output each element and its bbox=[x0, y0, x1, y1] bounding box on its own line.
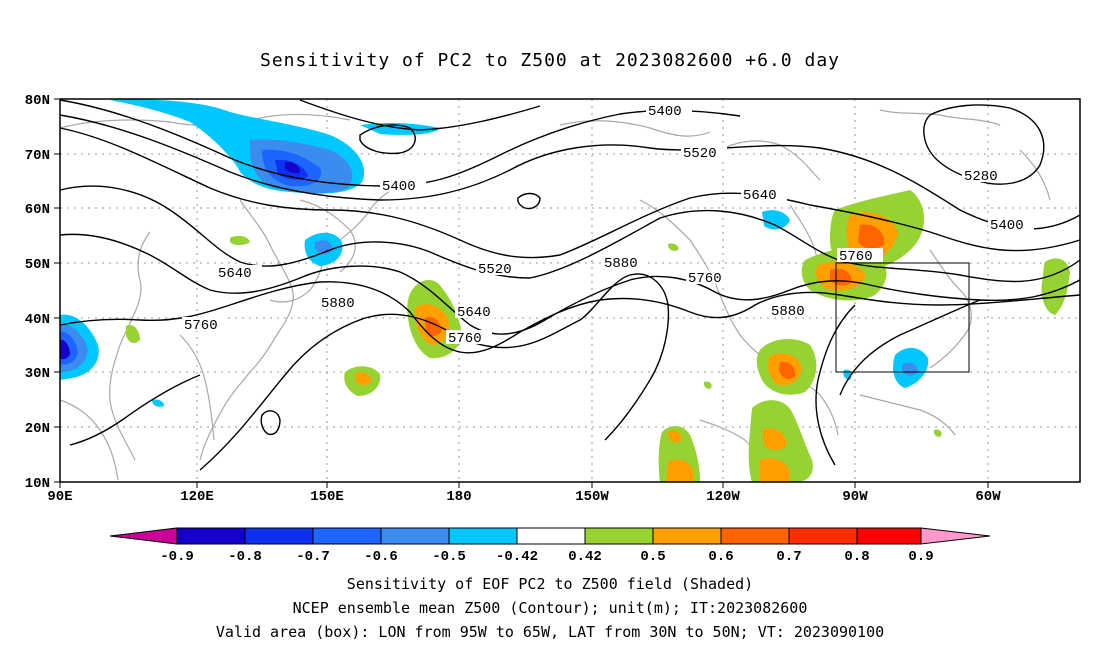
contour-label: 5760 bbox=[184, 318, 218, 334]
lon-label: 120W bbox=[706, 489, 740, 505]
contour-label: 5400 bbox=[382, 179, 416, 195]
contour-label: 5280 bbox=[964, 169, 998, 185]
colorbar-label: -0.7 bbox=[296, 549, 330, 565]
colorbar-label: 0.5 bbox=[640, 549, 665, 565]
contour-label: 5880 bbox=[771, 304, 805, 320]
contour-labels: 5400 5520 5640 5400 5520 5880 5640 5760 … bbox=[182, 103, 1034, 347]
contour-label: 5520 bbox=[683, 146, 717, 162]
colorbar-label: -0.42 bbox=[496, 549, 538, 565]
colorbar-label: 0.42 bbox=[568, 549, 602, 565]
axis-ticks bbox=[54, 98, 989, 488]
lon-label: 150W bbox=[575, 489, 609, 505]
lon-label: 90W bbox=[842, 489, 868, 505]
colorbar-label: 0.8 bbox=[844, 549, 869, 565]
contour-label: 5400 bbox=[648, 104, 682, 120]
lon-label: 180 bbox=[446, 489, 471, 505]
longitude-labels: 90E 120E 150E 180 150W 120W 90W 60W bbox=[47, 489, 1001, 505]
contour-label: 5640 bbox=[218, 266, 252, 282]
lat-label: 70N bbox=[25, 148, 50, 164]
colorbar-right-arrow bbox=[920, 527, 991, 545]
colorbar bbox=[109, 527, 991, 545]
lat-label: 50N bbox=[25, 257, 50, 273]
colorbar-labels: -0.9 -0.8 -0.7 -0.6 -0.5 -0.42 0.42 0.5 … bbox=[160, 549, 933, 565]
colorbar-label: -0.5 bbox=[432, 549, 466, 565]
colorbar-label: 0.7 bbox=[776, 549, 801, 565]
contour-label: 5640 bbox=[457, 305, 491, 321]
colorbar-label: -0.9 bbox=[160, 549, 194, 565]
coastlines bbox=[59, 109, 1051, 481]
map-title: Sensitivity of PC2 to Z500 at 2023082600… bbox=[259, 50, 840, 71]
contour-label: 5520 bbox=[478, 262, 512, 278]
lat-label: 10N bbox=[25, 476, 50, 492]
lat-label: 40N bbox=[25, 312, 50, 328]
map-plot-area bbox=[60, 99, 1080, 482]
footer-shading-description: Sensitivity of EOF PC2 to Z500 field (Sh… bbox=[346, 575, 754, 593]
footer-valid-area: Valid area (box): LON from 95W to 65W, L… bbox=[215, 623, 885, 641]
contour-label: 5760 bbox=[688, 271, 722, 287]
lon-label: 120E bbox=[180, 489, 214, 505]
footer-contour-description: NCEP ensemble mean Z500 (Contour); unit(… bbox=[292, 599, 808, 617]
valid-area-box bbox=[835, 262, 970, 373]
lat-label: 30N bbox=[25, 366, 50, 382]
contour-label: 5640 bbox=[743, 188, 777, 204]
lon-label: 150E bbox=[310, 489, 344, 505]
colorbar-label: 0.6 bbox=[708, 549, 733, 565]
contour-label: 5400 bbox=[990, 218, 1024, 234]
contour-label: 5760 bbox=[448, 331, 482, 347]
lat-label: 80N bbox=[25, 93, 50, 109]
sensitivity-shading bbox=[60, 99, 1070, 482]
lat-label: 20N bbox=[25, 421, 50, 437]
colorbar-label: -0.6 bbox=[364, 549, 398, 565]
colorbar-left-arrow bbox=[109, 527, 178, 545]
colorbar-label: 0.9 bbox=[908, 549, 933, 565]
lon-label: 90E bbox=[47, 489, 72, 505]
colorbar-label: -0.8 bbox=[228, 549, 262, 565]
lat-label: 60N bbox=[25, 202, 50, 218]
lon-label: 60W bbox=[975, 489, 1001, 505]
contour-label: 5880 bbox=[604, 256, 638, 272]
contour-label: 5760 bbox=[839, 249, 873, 265]
map-frame bbox=[59, 98, 1081, 483]
latitude-labels: 80N 70N 60N 50N 40N 30N 20N 10N bbox=[25, 93, 50, 492]
contour-label: 5880 bbox=[321, 296, 355, 312]
